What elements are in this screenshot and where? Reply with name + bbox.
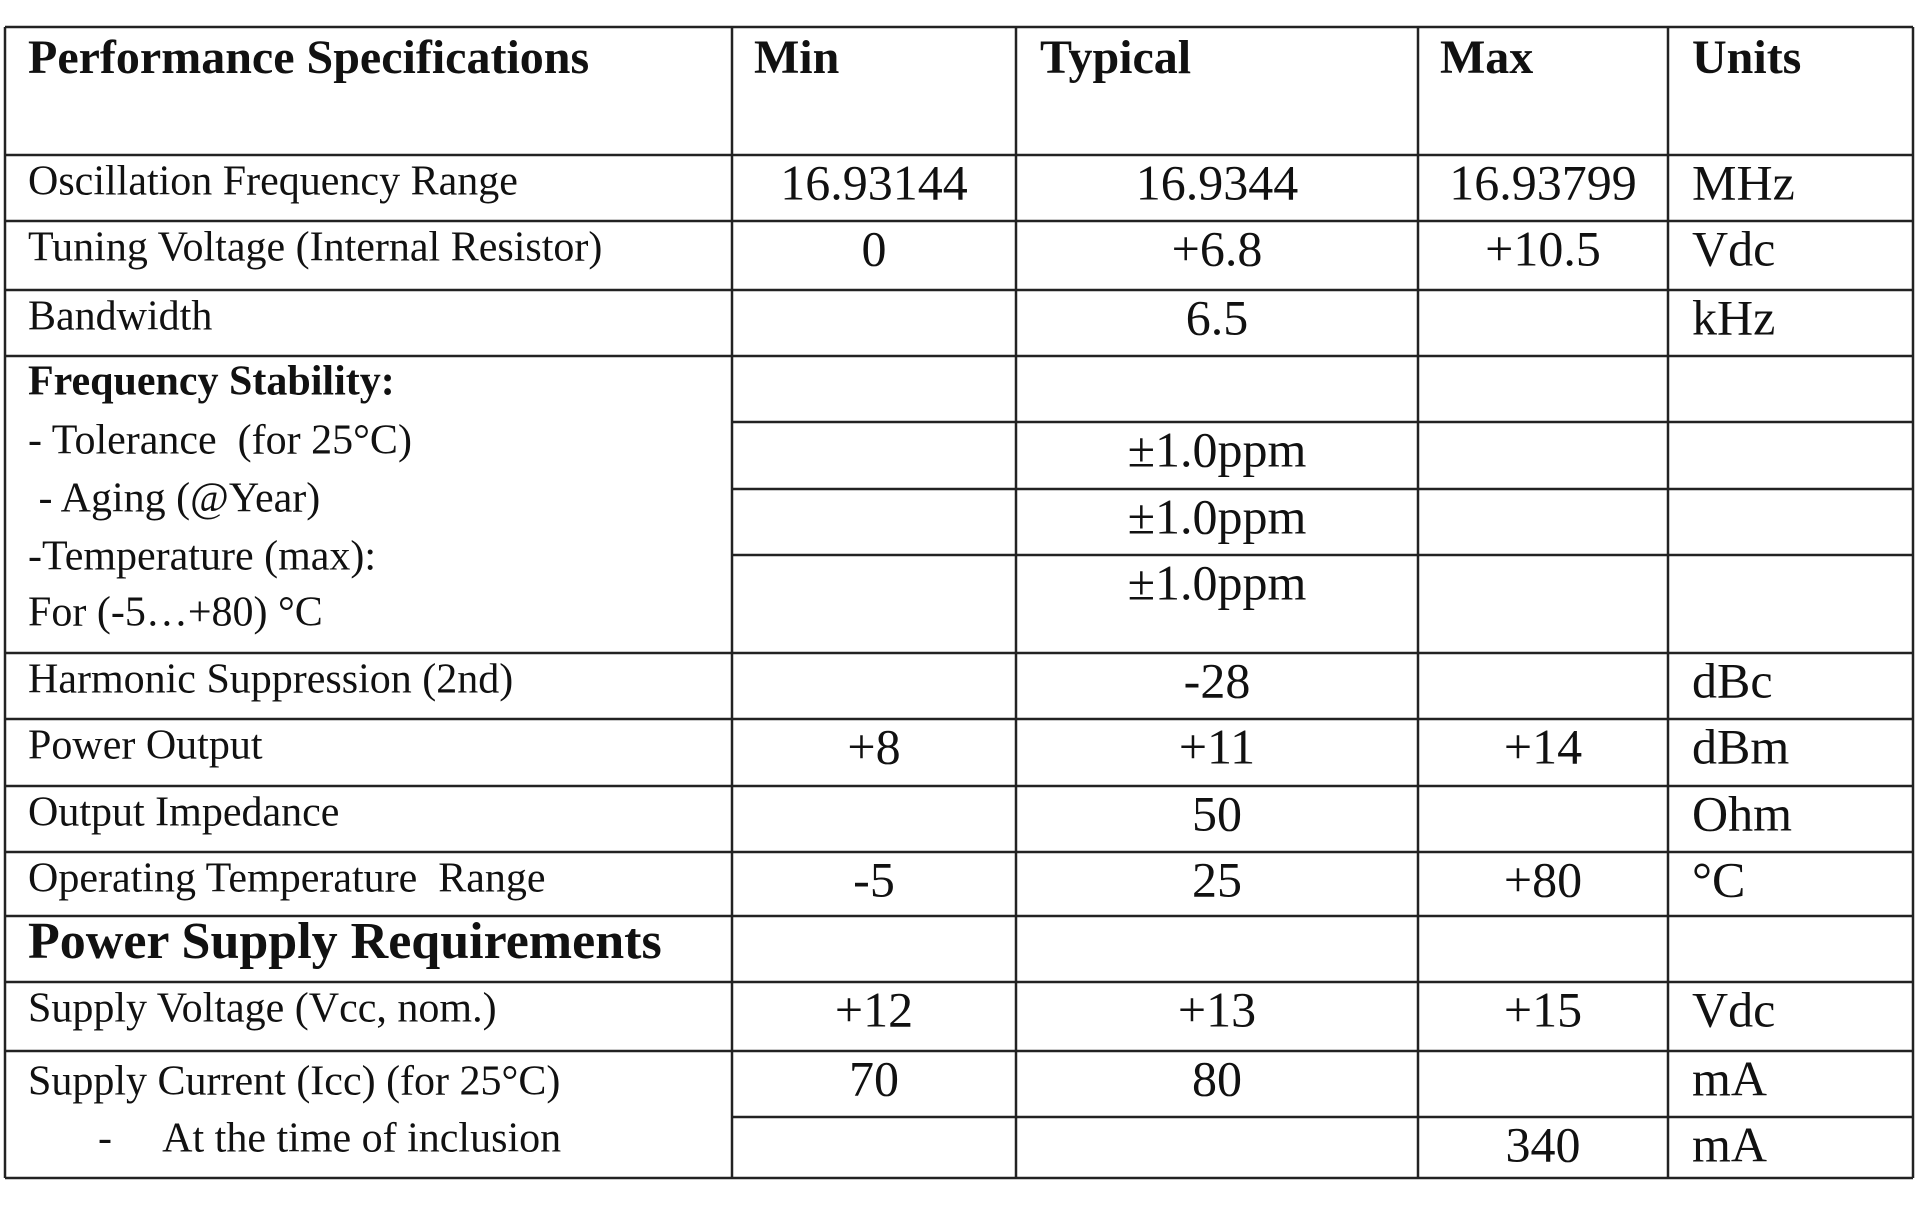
value-cell: 6.5	[1186, 289, 1249, 345]
header-cell: Max	[1440, 31, 1533, 84]
row-label: Power Output	[28, 723, 263, 769]
value-cell: -28	[1184, 652, 1251, 708]
value-cell: +12	[835, 981, 913, 1037]
row-label: -Temperature (max):	[28, 534, 376, 580]
value-cell: 50	[1192, 785, 1242, 841]
row-label: Oscillation Frequency Range	[28, 159, 518, 205]
value-cell: 16.93799	[1449, 154, 1637, 210]
value-cell: 16.9344	[1136, 154, 1299, 210]
row-label: - Aging (@Year)	[28, 476, 320, 522]
row-label: - At the time of inclusion	[98, 1116, 561, 1162]
value-cell: 16.93144	[780, 154, 968, 210]
unit-cell: kHz	[1692, 289, 1775, 345]
value-cell: 340	[1506, 1116, 1581, 1172]
row-label: For (-5…+80) °C	[28, 590, 323, 636]
value-cell: +10.5	[1485, 220, 1601, 276]
row-label: Tuning Voltage (Internal Resistor)	[28, 225, 602, 271]
section-label: Frequency Stability:	[28, 359, 395, 405]
unit-cell: mA	[1692, 1116, 1767, 1172]
row-label: - Tolerance (for 25°C)	[28, 418, 412, 464]
section-label: Power Supply Requirements	[28, 913, 662, 970]
value-cell: ±1.0ppm	[1128, 488, 1307, 544]
unit-cell: MHz	[1692, 154, 1795, 210]
value-cell: +14	[1504, 718, 1582, 774]
value-cell: ±1.0ppm	[1128, 554, 1307, 610]
row-label: Output Impedance	[28, 790, 339, 836]
value-cell: +80	[1504, 851, 1582, 907]
value-cell: +8	[847, 718, 900, 774]
row-label: Supply Current (Icc) (for 25°C)	[28, 1059, 560, 1105]
row-label: Bandwidth	[28, 294, 212, 340]
unit-cell: Ohm	[1692, 785, 1792, 841]
value-cell: 25	[1192, 851, 1242, 907]
unit-cell: dBm	[1692, 718, 1789, 774]
value-cell: 80	[1192, 1050, 1242, 1106]
value-cell: -5	[853, 851, 895, 907]
value-cell: 0	[862, 220, 887, 276]
value-cell: ±1.0ppm	[1128, 421, 1307, 477]
unit-cell: °C	[1692, 851, 1745, 907]
row-label: Harmonic Suppression (2nd)	[28, 657, 513, 703]
unit-cell: Vdc	[1692, 981, 1775, 1037]
unit-cell: Vdc	[1692, 220, 1775, 276]
value-cell: +15	[1504, 981, 1582, 1037]
header-cell: Units	[1692, 31, 1801, 84]
header-cell: Performance Specifications	[28, 31, 589, 84]
row-label: Operating Temperature Range	[28, 856, 546, 902]
row-label: Supply Voltage (Vcc, nom.)	[28, 986, 497, 1032]
unit-cell: dBc	[1692, 652, 1773, 708]
value-cell: +13	[1178, 981, 1256, 1037]
value-cell: 70	[849, 1050, 899, 1106]
header-cell: Typical	[1040, 31, 1191, 84]
value-cell: +6.8	[1172, 220, 1263, 276]
header-cell: Min	[754, 31, 839, 84]
value-cell: +11	[1179, 718, 1255, 774]
unit-cell: mA	[1692, 1050, 1767, 1106]
